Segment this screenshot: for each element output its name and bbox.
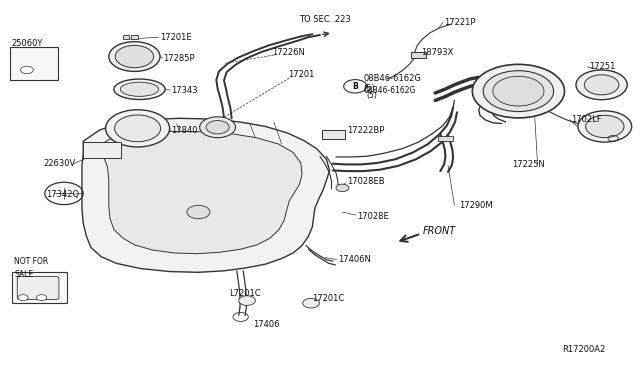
Text: 17290M: 17290M [460, 201, 493, 210]
Circle shape [483, 71, 554, 112]
Text: 17201C: 17201C [312, 294, 344, 303]
Text: 22630V: 22630V [44, 159, 76, 168]
Ellipse shape [120, 82, 159, 96]
Polygon shape [95, 131, 302, 254]
Text: B: B [353, 82, 358, 91]
Text: SALE: SALE [14, 270, 33, 279]
Circle shape [115, 45, 154, 68]
Text: 17840: 17840 [172, 126, 198, 135]
FancyBboxPatch shape [12, 272, 67, 303]
Circle shape [578, 111, 632, 142]
Circle shape [119, 118, 147, 135]
Circle shape [115, 115, 161, 142]
Circle shape [200, 117, 236, 138]
Text: R17200A2: R17200A2 [562, 345, 605, 354]
Circle shape [472, 64, 564, 118]
Text: 17028EB: 17028EB [347, 177, 385, 186]
FancyBboxPatch shape [17, 276, 59, 299]
Text: 25060Y: 25060Y [12, 39, 43, 48]
Ellipse shape [114, 79, 165, 100]
Text: (5): (5) [366, 92, 377, 100]
Circle shape [336, 184, 349, 192]
Circle shape [36, 295, 47, 301]
Text: 17225N: 17225N [512, 160, 545, 169]
FancyBboxPatch shape [438, 136, 453, 141]
Bar [123, 35, 129, 39]
Circle shape [344, 80, 367, 93]
Text: 17226N: 17226N [272, 48, 305, 57]
Circle shape [206, 121, 229, 134]
FancyBboxPatch shape [10, 46, 58, 80]
Circle shape [576, 70, 627, 100]
Text: 17406N: 17406N [338, 255, 371, 264]
FancyBboxPatch shape [322, 130, 345, 139]
Text: L7201C: L7201C [229, 289, 260, 298]
Text: 17028E: 17028E [357, 212, 389, 221]
Text: 17285P: 17285P [163, 54, 195, 62]
Text: 17201E: 17201E [160, 33, 191, 42]
Text: 08B46-6162G
(5): 08B46-6162G (5) [364, 74, 421, 93]
Text: 17251: 17251 [589, 62, 615, 71]
Circle shape [109, 42, 160, 71]
Text: TO SEC. 223: TO SEC. 223 [300, 15, 351, 24]
Polygon shape [82, 118, 330, 272]
Text: 17201: 17201 [288, 70, 314, 79]
Text: 17222BP: 17222BP [347, 126, 384, 135]
Bar [131, 35, 138, 39]
Text: NOT FOR: NOT FOR [14, 257, 49, 266]
Text: 17221P: 17221P [444, 18, 476, 27]
Circle shape [584, 75, 619, 95]
FancyBboxPatch shape [83, 142, 121, 158]
Text: 08B46-6162G: 08B46-6162G [364, 86, 416, 94]
Text: 17343: 17343 [172, 86, 198, 94]
Circle shape [106, 110, 170, 147]
Circle shape [187, 205, 210, 219]
Circle shape [493, 76, 544, 106]
Text: 18793X: 18793X [421, 48, 454, 57]
Circle shape [239, 296, 255, 305]
Text: 17406: 17406 [253, 320, 279, 329]
Circle shape [586, 115, 624, 138]
Circle shape [113, 115, 154, 138]
Circle shape [18, 295, 28, 301]
Text: 1702LF: 1702LF [571, 115, 602, 124]
Circle shape [303, 298, 319, 308]
FancyBboxPatch shape [411, 52, 426, 58]
Text: 17342Q: 17342Q [46, 190, 79, 199]
Text: FRONT: FRONT [422, 227, 456, 236]
